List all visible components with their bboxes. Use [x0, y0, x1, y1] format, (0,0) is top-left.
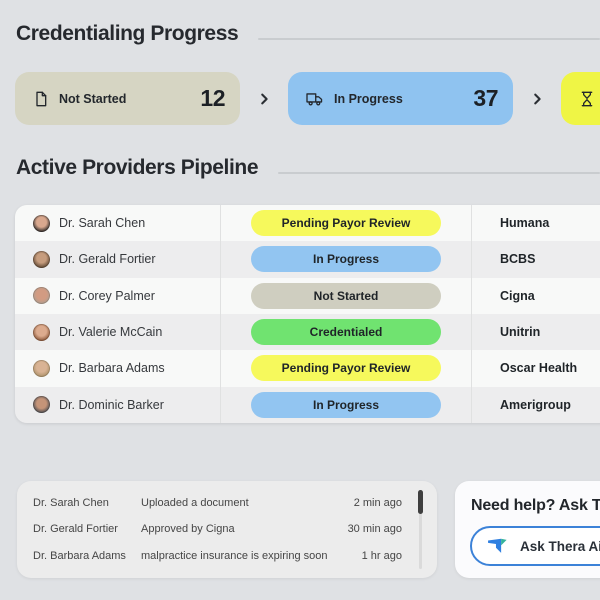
payor-name: BCBS	[500, 252, 536, 267]
chevron-right-icon	[513, 92, 561, 106]
activity-timestamp: 2 min ago	[353, 497, 402, 510]
payor-name: Amerigroup	[500, 397, 571, 412]
document-icon	[33, 91, 49, 107]
provider-name: Dr. Corey Palmer	[59, 288, 155, 303]
status-badge[interactable]: Pending Payor Review	[251, 210, 441, 237]
provider-avatar	[33, 323, 50, 341]
chevron-right-icon	[240, 92, 288, 106]
scrollbar-thumb[interactable]	[418, 490, 423, 514]
activity-item: Dr. Barbara Adams malpractice insurance …	[33, 550, 402, 562]
provider-name: Dr. Sarah Chen	[59, 216, 146, 231]
help-heading: Need help? Ask Thera Ai	[471, 497, 600, 514]
activity-timestamp: 30 min ago	[347, 523, 402, 536]
activity-item: Dr. Sarah Chen Uploaded a document 2 min…	[33, 497, 402, 509]
provider-row[interactable]: Dr. Barbara Adams Pending Payor Review O…	[15, 350, 600, 387]
provider-row[interactable]: Dr. Sarah Chen Pending Payor Review Huma…	[15, 205, 600, 242]
activity-provider-name: Dr. Barbara Adams	[33, 549, 126, 562]
activity-feed: Dr. Sarah Chen Uploaded a document 2 min…	[17, 481, 437, 578]
payor-name: Humana	[500, 216, 550, 231]
provider-name: Dr. Valerie McCain	[59, 325, 163, 340]
provider-row[interactable]: Dr. Dominic Barker In Progress Amerigrou…	[15, 386, 600, 423]
activity-action: malpractice insurance is expiring soon	[141, 549, 328, 562]
stage-card-in-progress[interactable]: In Progress 37	[288, 72, 513, 125]
truck-icon	[306, 91, 324, 107]
stage-cards-row: Not Started 12 In Progress 37	[15, 72, 600, 125]
activity-provider-name: Dr. Sarah Chen	[33, 497, 109, 510]
payor-name: Oscar Health	[500, 361, 578, 376]
status-badge[interactable]: Pending Payor Review	[251, 355, 441, 382]
stage-card-pending[interactable]	[561, 72, 600, 125]
active-providers-pipeline-title: Active Providers Pipeline	[16, 156, 259, 179]
thera-logo-icon	[486, 535, 508, 557]
provider-avatar	[33, 396, 50, 414]
provider-row[interactable]: Dr. Corey Palmer Not Started Cigna	[15, 277, 600, 314]
ask-thera-ai-label: Ask Thera Ai	[520, 538, 600, 554]
provider-avatar	[33, 359, 50, 377]
stage-card-not-started[interactable]: Not Started 12	[15, 72, 240, 125]
activity-item: Dr. Gerald Fortier Approved by Cigna 30 …	[33, 523, 402, 535]
ask-thera-ai-button[interactable]: Ask Thera Ai	[470, 526, 600, 566]
provider-avatar	[33, 250, 50, 268]
status-badge[interactable]: In Progress	[251, 391, 441, 418]
header-divider	[278, 172, 600, 174]
provider-avatar	[33, 287, 50, 305]
stage-label: In Progress	[334, 91, 403, 106]
payor-name: Cigna	[500, 288, 535, 303]
hourglass-icon	[579, 91, 595, 107]
provider-avatar	[33, 214, 50, 232]
activity-provider-name: Dr. Gerald Fortier	[33, 523, 118, 536]
providers-table: Dr. Sarah Chen Pending Payor Review Huma…	[15, 205, 600, 423]
provider-name: Dr. Dominic Barker	[59, 397, 164, 412]
status-badge[interactable]: Credentialed	[251, 319, 441, 346]
activity-timestamp: 1 hr ago	[361, 549, 402, 562]
status-badge[interactable]: Not Started	[251, 282, 441, 309]
credentialing-progress-title: Credentialing Progress	[16, 22, 239, 45]
provider-name: Dr. Barbara Adams	[59, 361, 165, 376]
status-badge[interactable]: In Progress	[251, 246, 441, 273]
scrollbar-track	[419, 490, 422, 569]
payor-name: Unitrin	[500, 325, 541, 340]
provider-row[interactable]: Dr. Valerie McCain Credentialed Unitrin	[15, 313, 600, 351]
stage-count: 37	[473, 85, 498, 111]
provider-row[interactable]: Dr. Gerald Fortier In Progress BCBS	[15, 241, 600, 278]
stage-count: 12	[200, 85, 225, 111]
activity-action: Uploaded a document	[141, 497, 249, 510]
provider-name: Dr. Gerald Fortier	[59, 252, 156, 267]
stage-label: Not Started	[59, 91, 127, 106]
activity-action: Approved by Cigna	[141, 523, 235, 536]
header-divider	[258, 38, 600, 40]
help-card: Need help? Ask Thera Ai Ask Thera Ai	[455, 481, 600, 578]
